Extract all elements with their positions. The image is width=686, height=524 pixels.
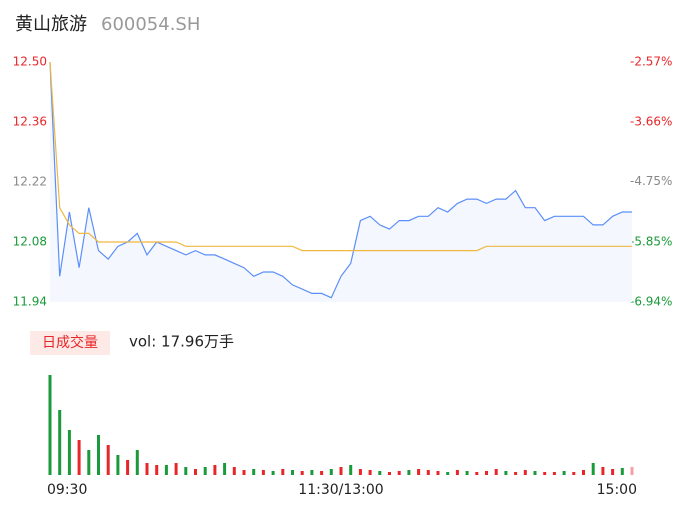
volume-bar (145, 463, 149, 475)
y2-tick-label: -4.75% (630, 174, 672, 188)
volume-bar (67, 430, 71, 475)
line-0 (49, 61, 632, 299)
line-1 (49, 61, 632, 252)
volume-bar (591, 463, 595, 475)
volume-bar (349, 465, 353, 475)
volume-bar (300, 471, 304, 475)
volume-bar (203, 467, 207, 475)
volume-bar (552, 472, 556, 475)
volume-bar (601, 467, 605, 475)
volume-bar (436, 471, 440, 475)
y-tick-label: 12.22 (13, 175, 47, 189)
volume-bar (174, 463, 178, 475)
volume-bar (242, 470, 246, 475)
x-tick-label: 09:30 (47, 482, 87, 498)
volume-bar (232, 467, 236, 475)
volume-bar (223, 463, 227, 475)
volume-bar (116, 455, 120, 475)
volume-bar (135, 450, 139, 475)
volume-bar (320, 471, 324, 475)
volume-bar (281, 469, 285, 475)
y-tick-label: 12.08 (13, 235, 47, 249)
volume-bar (504, 471, 508, 475)
volume-label: 日成交量 (42, 334, 98, 351)
volume-bar (475, 472, 479, 475)
volume-bar (194, 469, 197, 475)
volume-bar (358, 469, 362, 475)
volume-bar (48, 375, 52, 475)
volume-bar (368, 470, 372, 475)
price-area (50, 62, 632, 302)
volume-bar (87, 450, 91, 475)
volume-bar (611, 469, 615, 475)
volume-bar (514, 472, 518, 475)
volume-bar (465, 471, 469, 475)
volume-bar (184, 467, 188, 475)
volume-bar (291, 470, 294, 475)
volume-text: vol: 17.96万手 (129, 333, 234, 351)
volume-bar (261, 470, 265, 475)
y-tick-label: 11.94 (13, 295, 47, 309)
volume-bar (310, 470, 314, 475)
volume-bar (106, 445, 110, 475)
volume-bar (426, 470, 430, 475)
volume-bar (271, 471, 275, 475)
volume-bar (455, 470, 459, 475)
chart-subtitle: 600054.SH (101, 14, 200, 35)
y2-tick-label: -3.66% (630, 114, 672, 128)
volume-label-box (30, 331, 110, 355)
y2-tick-label: -5.85% (630, 235, 672, 249)
volume-bar (620, 468, 624, 475)
x-tick-label: 11:30/13:00 (298, 482, 383, 498)
volume-bar (97, 435, 100, 475)
y-tick-label: 12.36 (13, 115, 47, 129)
volume-bar (572, 472, 576, 475)
volume-bar (213, 465, 217, 475)
volume-bar (397, 471, 401, 475)
y-tick-label: 12.50 (13, 55, 47, 69)
volume-bar (126, 460, 130, 475)
volume-bar (155, 465, 159, 475)
x-tick-label: 15:00 (597, 482, 637, 498)
volume-bar (562, 471, 566, 475)
volume-bar (252, 469, 256, 475)
volume-bar (58, 410, 62, 475)
volume-bar (407, 470, 411, 475)
volume-bar (494, 469, 498, 475)
chart-title: 黄山旅游 (15, 14, 87, 35)
y2-tick-label: -6.94% (630, 295, 672, 309)
volume-bar (417, 469, 421, 475)
volume-bar (77, 440, 81, 475)
volume-bar (630, 467, 634, 475)
volume-bar (582, 470, 585, 475)
volume-bar (543, 472, 547, 475)
volume-bar (533, 471, 537, 475)
volume-bar (485, 471, 488, 475)
volume-bar (446, 472, 450, 475)
y2-tick-label: -2.57% (630, 55, 672, 69)
volume-bar (523, 470, 527, 475)
volume-bar (378, 471, 382, 475)
volume-bar (388, 472, 391, 475)
volume-bar (164, 465, 168, 475)
volume-bar (339, 467, 343, 475)
volume-bar (329, 469, 333, 475)
